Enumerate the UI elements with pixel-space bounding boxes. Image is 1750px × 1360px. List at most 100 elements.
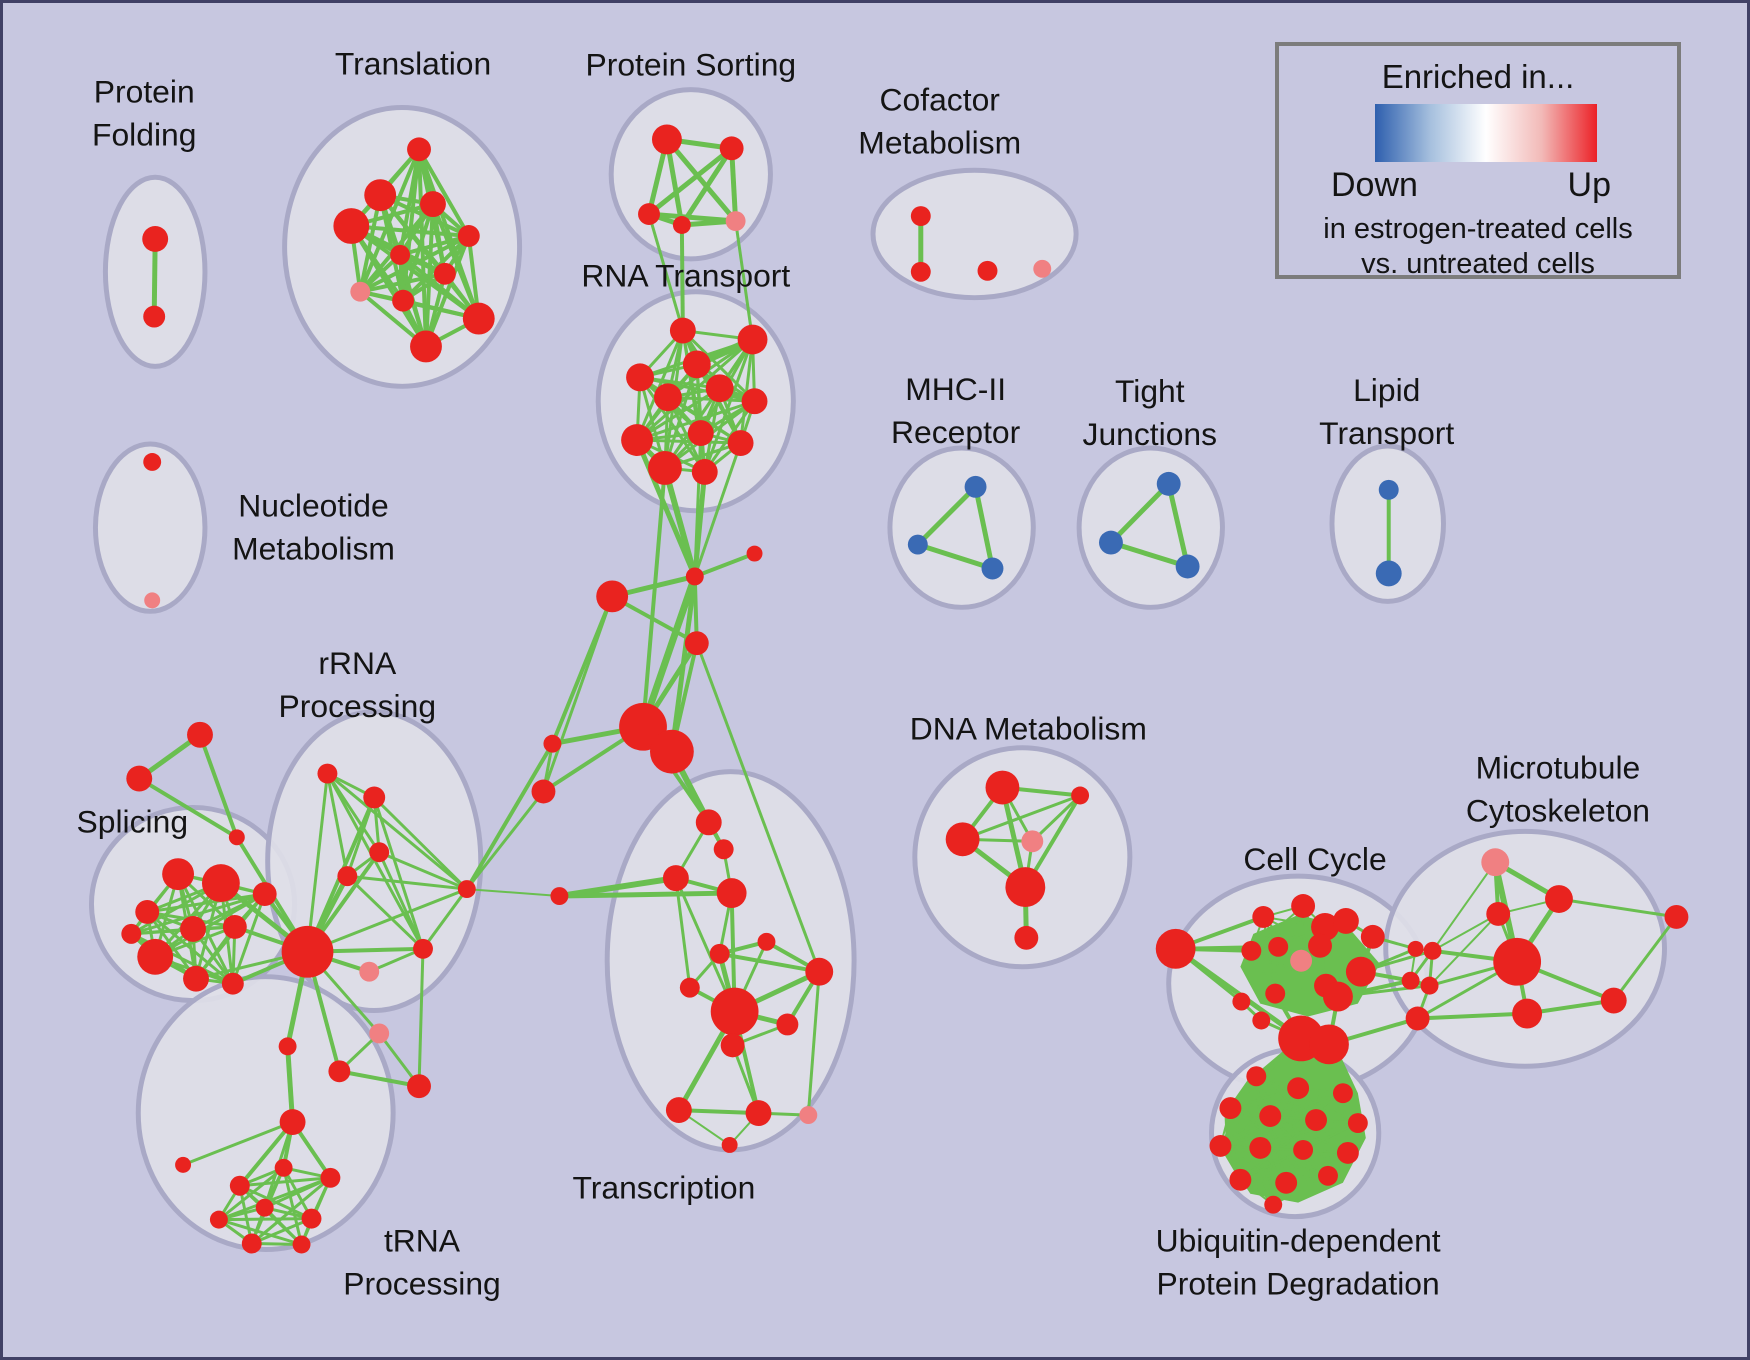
graph-node-t0	[407, 137, 431, 162]
graph-edge	[239, 1176, 331, 1188]
graph-node-pf1	[143, 305, 166, 328]
graph-node-R8	[328, 1060, 351, 1083]
graph-node-rt11	[691, 458, 718, 485]
graph-node-tr8	[679, 977, 700, 998]
graph-edge	[1239, 1076, 1258, 1180]
graph-node-co3	[1033, 259, 1052, 278]
graph-node-nu0	[143, 453, 162, 471]
graph-node-sp3	[180, 915, 206, 942]
cluster-ellipse-cofactor-metabolism	[870, 167, 1079, 301]
graph-edge	[1230, 1087, 1299, 1110]
graph-node-tr0	[695, 809, 722, 836]
graph-edge	[1240, 1151, 1349, 1181]
graph-node-u7	[1209, 1134, 1232, 1157]
graph-node-tr13	[799, 1106, 818, 1125]
graph-node-x0	[187, 721, 213, 748]
graph-node-T5	[320, 1167, 341, 1188]
graph-edge	[634, 439, 698, 578]
graph-edge	[1230, 1107, 1349, 1154]
graph-node-cc17	[1401, 971, 1420, 990]
legend-box: Enriched in... Down Up in estrogen-treat…	[1275, 42, 1681, 280]
graph-node-cc13	[1265, 983, 1286, 1004]
graph-node-li1	[1375, 560, 1402, 587]
graph-node-rt10	[648, 451, 682, 485]
graph-node-u5	[1305, 1109, 1327, 1132]
cluster-label-lipid-transport: Transport	[1319, 415, 1454, 451]
cluster-label-ubiquitin-degradation: Protein Degradation	[1157, 1265, 1440, 1301]
cluster-label-cofactor-metabolism: Metabolism	[858, 124, 1021, 160]
cluster-label-tight-junctions: Junctions	[1083, 416, 1218, 452]
graph-edge	[399, 234, 470, 257]
graph-edge	[679, 224, 685, 331]
graph-edge	[1229, 1107, 1329, 1177]
graph-node-d5	[1014, 925, 1039, 950]
cluster-label-microtubule-cytoskeleton: Microtubule	[1476, 750, 1641, 786]
cluster-label-cofactor-metabolism: Cofactor	[880, 82, 1001, 118]
graph-node-rt2	[682, 350, 711, 379]
graph-node-tr12	[745, 1100, 772, 1127]
graph-node-rt5	[653, 383, 682, 412]
graph-node-T8	[301, 1208, 322, 1229]
cluster-label-microtubule-cytoskeleton: Cytoskeleton	[1466, 792, 1650, 828]
graph-node-tr2	[662, 865, 689, 892]
graph-edge	[678, 1108, 759, 1116]
graph-node-T1	[279, 1109, 306, 1135]
graph-node-rt1	[737, 324, 768, 355]
graph-edge	[398, 253, 481, 321]
graph-node-co1	[910, 261, 931, 282]
graph-node-tc	[550, 887, 569, 906]
graph-edge	[695, 642, 821, 973]
graph-node-tj2	[1175, 554, 1200, 579]
graph-edge	[339, 1069, 420, 1089]
graph-edge	[1432, 913, 1499, 952]
cluster-label-protein-sorting: Protein Sorting	[585, 47, 796, 83]
graph-node-tr7	[776, 1013, 799, 1036]
graph-edge	[306, 887, 468, 954]
graph-edge	[1255, 1075, 1349, 1154]
graph-edge	[1612, 916, 1678, 1002]
graph-edge	[667, 395, 742, 445]
graph-edge	[359, 234, 470, 294]
graph-edge	[1274, 905, 1305, 994]
graph-node-T7	[255, 1198, 274, 1217]
graph-node-u12	[1275, 1171, 1298, 1194]
graph-edge	[1220, 1119, 1317, 1147]
graph-node-sp0	[162, 858, 195, 891]
graph-edge	[962, 794, 1081, 841]
graph-node-tr4	[757, 932, 776, 951]
graph-edge	[154, 892, 266, 959]
graph-edge	[146, 892, 265, 914]
graph-edge	[734, 220, 755, 340]
graph-node-pf0	[142, 226, 169, 252]
graph-node-m3	[1493, 937, 1542, 986]
graph-node-u1	[1287, 1077, 1310, 1100]
graph-node-tr9	[710, 987, 759, 1036]
graph-node-T3	[229, 1175, 250, 1196]
graph-node-rc	[457, 880, 476, 899]
graph-edge	[358, 194, 383, 293]
graph-node-d2	[945, 822, 980, 857]
graph-node-sp9	[252, 882, 277, 906]
graph-node-d1	[1071, 786, 1090, 805]
graph-edge	[806, 971, 821, 1116]
graph-edge	[1285, 1122, 1359, 1184]
graph-node-t3	[420, 191, 446, 218]
graph-edge	[417, 148, 471, 237]
graph-node-x1	[126, 765, 153, 792]
graph-node-j1	[685, 567, 704, 586]
graph-node-tr1	[713, 839, 734, 860]
legend-title: Enriched in...	[1381, 58, 1575, 95]
graph-edge	[1166, 483, 1191, 568]
graph-edge	[138, 776, 238, 840]
graph-node-T0	[278, 1037, 297, 1056]
graph-edge	[1109, 482, 1171, 545]
graph-node-ps1	[719, 136, 744, 161]
graph-node-tj1	[1099, 530, 1123, 555]
cluster-label-lipid-transport: Lipid	[1353, 372, 1420, 408]
graph-edge	[1031, 794, 1082, 843]
graph-edge	[973, 486, 995, 569]
graph-edge	[431, 203, 481, 320]
graph-node-mh2	[981, 557, 1004, 580]
graph-edge	[1260, 1122, 1359, 1149]
graph-edge	[611, 594, 698, 645]
